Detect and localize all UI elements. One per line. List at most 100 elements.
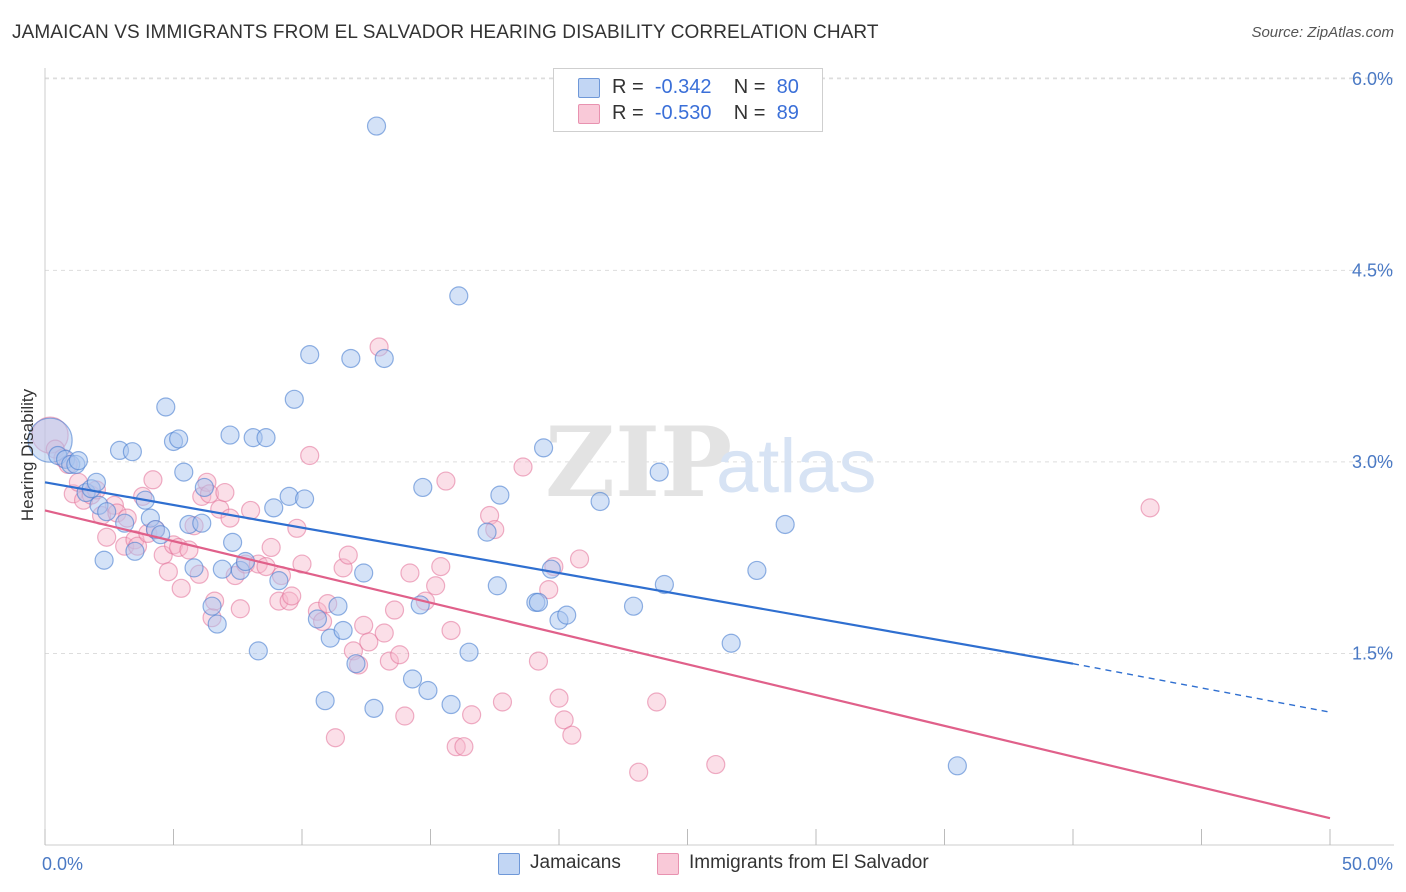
point-jamaicans [156, 397, 176, 417]
point-el-salvador [230, 599, 250, 619]
y-tick-label: 4.5% [1352, 260, 1393, 280]
point-jamaicans [315, 691, 335, 711]
trend-lines [44, 481, 1331, 820]
point-jamaicans [202, 596, 222, 616]
point-el-salvador [441, 620, 461, 641]
point-el-salvador [1140, 498, 1160, 518]
point-jamaicans [86, 472, 107, 492]
point-jamaicans [533, 438, 554, 458]
point-jamaicans [649, 462, 669, 482]
point-jamaicans [256, 428, 276, 448]
point-jamaicans [449, 286, 469, 306]
point-el-salvador [325, 728, 346, 748]
trend-line-jamaicans [44, 481, 1074, 665]
point-el-salvador [379, 651, 399, 671]
source-label: Source: ZipAtlas.com [1251, 24, 1394, 41]
legend-swatch-pink [657, 853, 679, 875]
point-el-salvador [171, 578, 191, 598]
point-el-salvador [338, 545, 358, 565]
legend-swatch-blue [498, 853, 520, 875]
point-jamaicans [284, 389, 304, 409]
y-tick-label: 3.0% [1352, 452, 1393, 472]
y-tick-label: 6.0% [1352, 69, 1393, 89]
y-tick-label: 1.5% [1352, 643, 1393, 663]
point-jamaicans [747, 560, 767, 581]
point-el-salvador [446, 737, 466, 757]
point-el-salvador [97, 527, 117, 547]
point-el-salvador [492, 692, 513, 712]
point-el-salvador [220, 508, 240, 528]
point-jamaicans [207, 614, 227, 634]
point-jamaicans [346, 654, 366, 674]
point-jamaicans [366, 116, 387, 136]
point-jamaicans [477, 522, 497, 542]
point-el-salvador [436, 471, 456, 491]
point-el-salvador [333, 558, 353, 578]
legend-swatch-pink [578, 104, 600, 124]
legend-swatch-blue [578, 78, 600, 98]
point-el-salvador [282, 586, 302, 606]
point-el-salvador [269, 591, 289, 611]
point-jamaicans [174, 462, 194, 482]
point-jamaicans [590, 491, 610, 512]
point-jamaicans [220, 425, 240, 445]
point-jamaicans [122, 442, 142, 462]
point-jamaicans [528, 592, 549, 612]
series-el-salvador-points [31, 337, 1160, 782]
point-jamaicans [212, 559, 232, 579]
point-jamaicans [354, 563, 374, 583]
point-el-salvador [158, 562, 178, 582]
legend-n-value: 89 [776, 102, 799, 124]
point-jamaicans [721, 633, 741, 653]
legend-n-label: N = [733, 76, 766, 98]
series-jamaicans-points [27, 116, 967, 776]
axis-labels: 1.5% 3.0% 4.5% 6.0% 0.0% 50.0% [42, 69, 1393, 874]
point-el-salvador [462, 705, 482, 725]
point-jamaicans [151, 525, 171, 545]
trend-line-jamaicans-extrapolated [1072, 662, 1331, 713]
point-el-salvador [562, 725, 582, 745]
point-el-salvador [354, 615, 374, 635]
point-el-salvador [395, 706, 415, 726]
point-el-salvador [431, 557, 451, 577]
legend-n-label: N = [733, 102, 766, 124]
chart-title: JAMAICAN VS IMMIGRANTS FROM EL SALVADOR … [12, 22, 879, 43]
point-el-salvador [549, 688, 569, 708]
point-jamaicans [248, 641, 268, 661]
point-jamaicans [264, 498, 284, 518]
point-el-salvador [279, 591, 299, 611]
point-jamaicans [654, 574, 674, 595]
legend-r-label: R = [612, 76, 644, 98]
point-jamaicans [557, 605, 577, 625]
point-el-salvador [554, 710, 574, 730]
point-jamaicans [441, 694, 461, 715]
legend-r-value: -0.530 [654, 102, 712, 124]
point-el-salvador [215, 482, 235, 503]
watermark-atlas: atlas [716, 424, 877, 509]
point-jamaicans [775, 514, 795, 535]
point-jamaicans [169, 429, 189, 449]
point-jamaicans [623, 596, 644, 616]
legend-label: Jamaicans [530, 852, 621, 873]
point-el-salvador [426, 576, 446, 596]
legend-r-value: -0.342 [654, 76, 712, 98]
point-jamaicans [307, 609, 328, 629]
point-jamaicans [300, 345, 320, 365]
point-jamaicans [294, 489, 315, 509]
point-jamaicans [184, 558, 204, 578]
point-jamaicans [328, 596, 348, 616]
legend-label: Immigrants from El Salvador [689, 852, 929, 873]
y-axis-title: Hearing Disability [18, 388, 37, 521]
point-jamaicans [192, 513, 212, 533]
point-el-salvador [539, 579, 559, 600]
point-el-salvador [143, 470, 163, 490]
legend-stats: R = -0.342 N = 80 R = -0.530 N = 89 [553, 68, 823, 132]
point-jamaicans [418, 680, 438, 701]
point-jamaicans [364, 698, 384, 718]
point-jamaicans [269, 571, 289, 591]
point-jamaicans [947, 756, 967, 776]
point-jamaicans [402, 669, 423, 689]
point-jamaicans [374, 348, 394, 369]
point-jamaicans [490, 485, 510, 505]
